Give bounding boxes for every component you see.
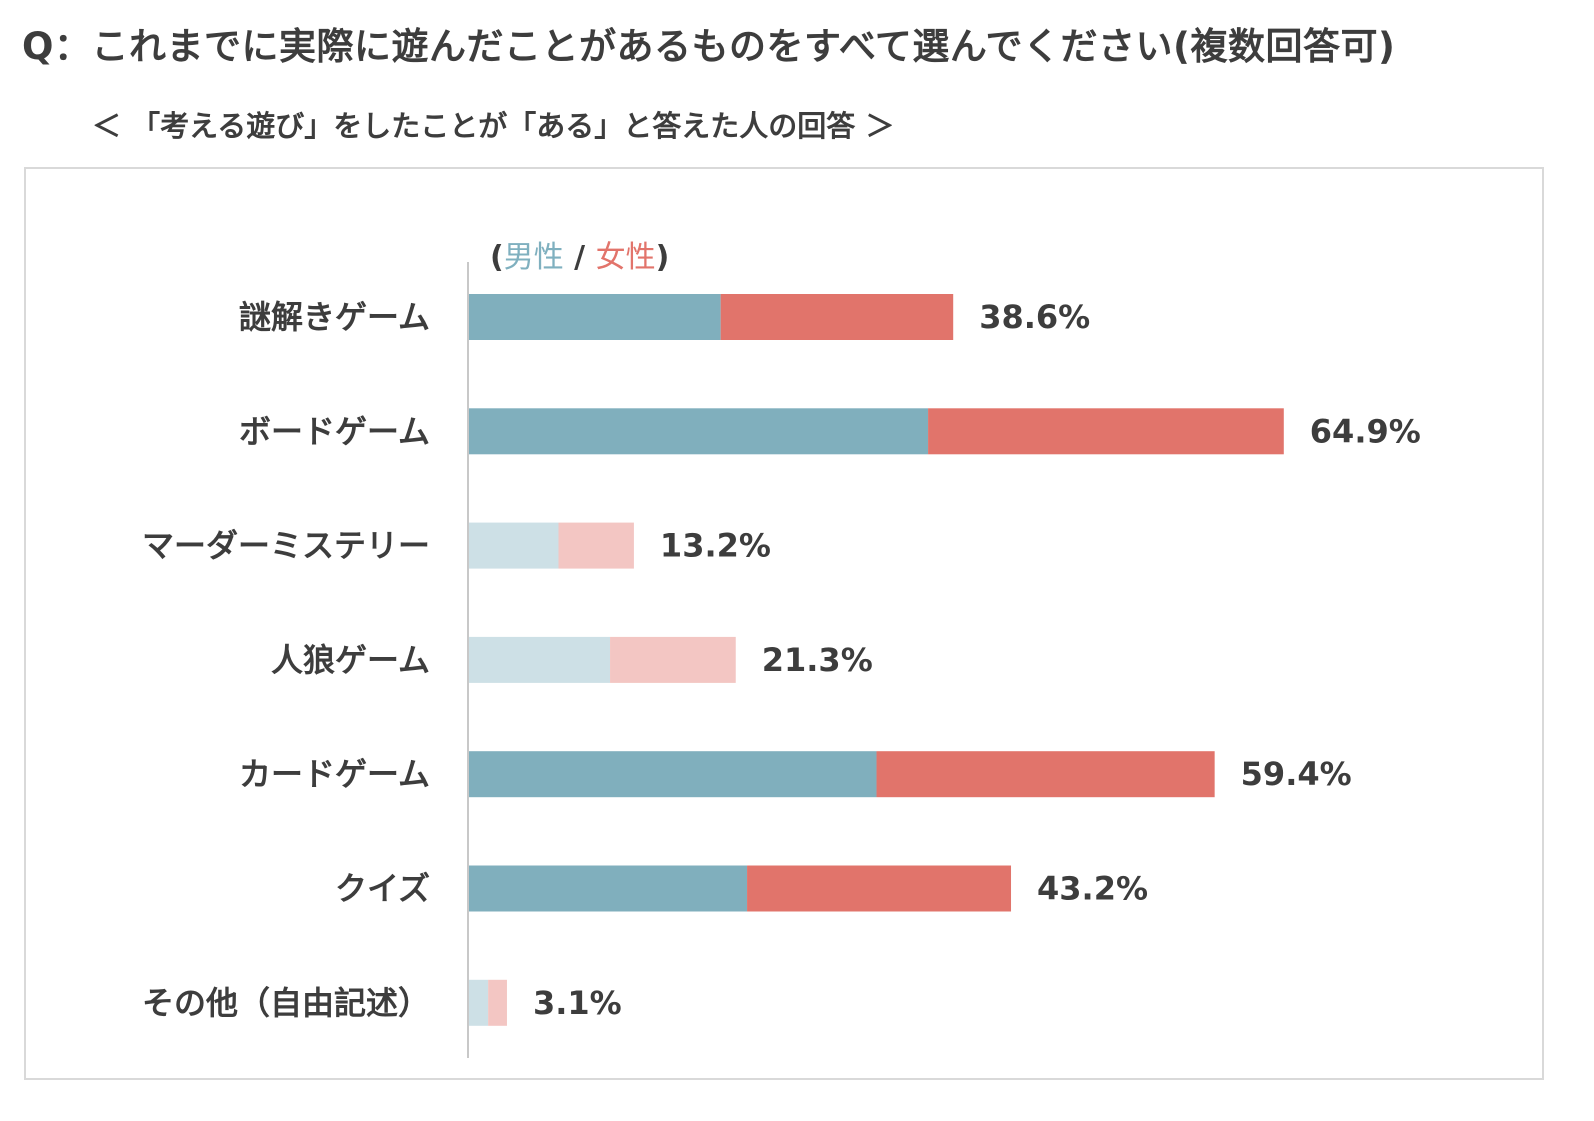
bar-female-segment <box>558 522 634 569</box>
legend-close-paren: ) <box>655 240 670 275</box>
category-label: 人狼ゲーム <box>271 641 430 679</box>
total-value-label: 13.2% <box>660 527 771 565</box>
bar-male-segment <box>468 636 611 683</box>
total-value-label: 3.1% <box>533 984 622 1022</box>
category-label: マーダーミステリー <box>142 527 430 565</box>
bar-male-segment <box>468 979 489 1026</box>
category-label: 謎解きゲーム <box>239 298 430 336</box>
bar-female-segment <box>720 294 954 340</box>
bar-male-segment <box>468 865 748 912</box>
bar-female-segment <box>488 979 507 1026</box>
bar-female-segment <box>747 865 1012 912</box>
legend-male: 男性 <box>503 240 564 275</box>
legend: (男性 / 女性) <box>490 232 669 276</box>
category-label: その他（自由記述） <box>142 984 430 1022</box>
category-label: ボードゲーム <box>239 412 430 450</box>
bar-male-segment <box>468 294 721 340</box>
legend-open-paren: ( <box>490 240 504 275</box>
bars-layer: 謎解きゲーム 38.6% ボードゲーム 64.9% マーダーミステリー 13.2% 人狼ゲー… <box>142 294 1421 1026</box>
total-value-label: 21.3% <box>762 641 873 679</box>
bar-male-segment <box>468 408 929 455</box>
total-value-label: 64.9% <box>1310 412 1421 450</box>
category-label: クイズ <box>335 870 430 908</box>
chart-subtitle: ＜ 「考える遊び」をしたことが「ある」と答えた人の回答 ＞ <box>92 109 895 143</box>
category-label: カードゲーム <box>239 755 430 793</box>
bar-male-segment <box>468 522 559 569</box>
legend-female: 女性 <box>595 240 656 275</box>
question-title: Q：これまでに実際に遊んだことがあるものをすべて選んでください(複数回答可) <box>22 25 1396 68</box>
bar-female-segment <box>928 408 1284 455</box>
bar-female-segment <box>876 751 1215 798</box>
total-value-label: 38.6% <box>979 298 1090 336</box>
chart-frame <box>24 167 1544 1080</box>
total-value-label: 59.4% <box>1241 755 1352 793</box>
total-value-label: 43.2% <box>1037 870 1148 908</box>
legend-separator: / <box>563 240 596 275</box>
bar-male-segment <box>468 751 877 798</box>
bar-female-segment <box>610 636 736 683</box>
